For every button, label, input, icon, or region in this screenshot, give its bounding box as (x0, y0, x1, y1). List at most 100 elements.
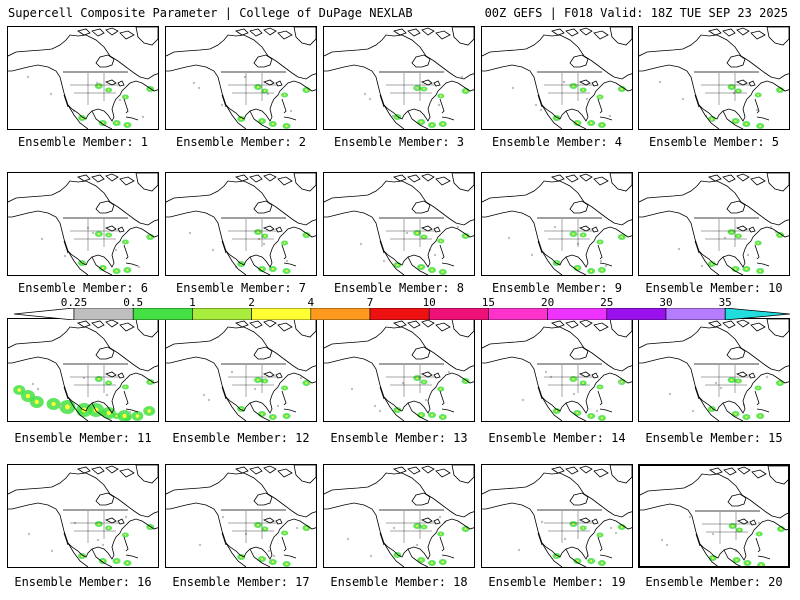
map-boundary-line (569, 54, 589, 68)
map-boundary-line (420, 225, 433, 232)
scp-contour-core (135, 414, 140, 418)
map-boundary-line (551, 174, 565, 182)
map-boundary-line (95, 346, 115, 360)
scp-contour-core (730, 85, 733, 89)
map-boundary-line (421, 27, 435, 36)
ensemble-map-panel (165, 318, 317, 422)
map-boundary-line (439, 390, 445, 406)
scp-contour-core (734, 119, 737, 123)
map-boundary-line (579, 319, 593, 328)
map-boundary-line (750, 322, 766, 332)
map-boundary-line (708, 28, 722, 36)
scp-contour-core (759, 414, 762, 418)
map-boundary-line (225, 542, 247, 567)
map-boundary-line (379, 240, 385, 254)
scp-contour-core (599, 241, 601, 243)
map-boundary-line (435, 176, 451, 186)
scp-contour-core (439, 533, 442, 535)
scp-contour-core (590, 269, 593, 273)
scp-low-value-speck (415, 543, 419, 547)
scp-low-value-speck (96, 538, 100, 542)
scp-contour-core (439, 95, 442, 97)
map-boundary-line (166, 472, 316, 518)
map-boundary-line (551, 28, 565, 36)
scp-contour-core (572, 84, 575, 88)
map-boundary-line (383, 104, 405, 129)
north-america-map (482, 465, 632, 567)
map-boundary-line (91, 466, 105, 475)
map-boundary-line (379, 532, 385, 546)
map-boundary-line (275, 518, 283, 525)
scp-low-value-speck (299, 376, 303, 380)
map-boundary-line (249, 110, 271, 129)
map-boundary-line (694, 386, 700, 400)
map-boundary-line (91, 402, 113, 421)
ensemble-map-panel (7, 464, 159, 568)
scp-contour-core (600, 416, 604, 420)
map-boundary-line (324, 34, 474, 80)
scp-contour-core (124, 534, 127, 536)
map-boundary-line (735, 371, 748, 378)
scp-contour-core (620, 380, 623, 384)
scp-low-value-speck (114, 248, 118, 252)
scp-low-value-speck (517, 548, 521, 552)
scp-contour-core (271, 560, 274, 564)
map-boundary-line (67, 542, 89, 567)
scp-low-value-speck (746, 253, 750, 257)
page-title: Supercell Composite Parameter | College … (8, 6, 413, 20)
scp-contour-core (283, 387, 286, 389)
scp-contour-core (464, 234, 467, 238)
map-boundary-line (482, 34, 632, 80)
map-boundary-line (393, 174, 407, 182)
scp-contour-core (464, 527, 467, 531)
scp-contour-core (731, 524, 734, 528)
scp-contour-core (759, 124, 762, 128)
north-america-map (482, 319, 632, 421)
ensemble-map-panel (323, 172, 475, 276)
map-boundary-line (735, 225, 748, 232)
map-boundary-line (77, 466, 91, 474)
scp-low-value-speck (765, 375, 769, 379)
scp-contour-core (283, 242, 286, 244)
scp-low-value-speck (221, 515, 225, 519)
map-boundary-line (748, 226, 756, 233)
scp-low-value-speck (198, 543, 202, 547)
scp-low-value-speck (618, 381, 622, 385)
scp-contour-core (572, 232, 575, 236)
scp-contour-core (757, 387, 760, 389)
scp-contour-core (285, 562, 288, 566)
ensemble-member-label: Ensemble Member: 20 (645, 575, 783, 589)
map-boundary-line (235, 466, 249, 474)
scp-contour-core (778, 381, 782, 385)
ensemble-map-panel (165, 172, 317, 276)
map-boundary-line (225, 250, 247, 275)
map-boundary-line (597, 244, 603, 260)
map-boundary-line (748, 372, 756, 379)
map-boundary-line (225, 104, 247, 129)
scp-contour-core (576, 559, 579, 563)
map-boundary-line (281, 98, 287, 114)
scp-low-value-speck (755, 108, 759, 112)
scp-low-value-speck (414, 86, 418, 90)
map-boundary-line (421, 319, 435, 328)
map-boundary-line (67, 104, 89, 129)
map-boundary-line (383, 396, 405, 421)
map-boundary-line (723, 549, 741, 566)
scp-contour-core (263, 380, 266, 382)
scp-contour-core (746, 561, 749, 565)
ensemble-map-panel (323, 26, 475, 130)
scp-low-value-speck (262, 242, 266, 246)
scp-low-value-speck (521, 398, 525, 402)
map-boundary-line (77, 320, 91, 328)
map-boundary-line (123, 536, 129, 552)
scp-contour-core (439, 388, 442, 390)
scp-contour-core (285, 269, 288, 273)
ensemble-map-panel (7, 318, 159, 422)
scp-contour-core (730, 230, 733, 234)
scp-contour-core (420, 265, 423, 269)
map-boundary-line (105, 27, 119, 36)
north-america-map (324, 319, 474, 421)
map-boundary-line (565, 402, 587, 421)
scp-contour-core (600, 561, 604, 565)
map-boundary-line (565, 256, 587, 275)
